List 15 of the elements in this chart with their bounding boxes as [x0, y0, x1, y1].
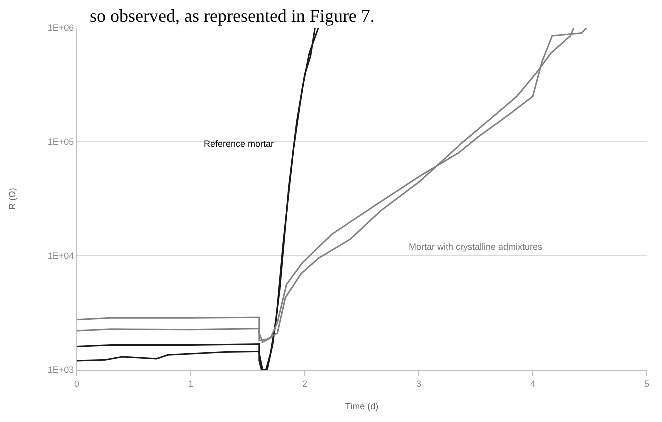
x-tick-label: 5 — [644, 378, 650, 389]
x-tick-label: 0 — [74, 378, 80, 389]
text: so observed, as represented in Figure 7. — [90, 6, 375, 26]
x-tick-label: 2 — [302, 378, 308, 389]
x-tick-label: 1 — [188, 378, 194, 389]
y-axis-title: R (Ω) — [7, 188, 18, 210]
x-axis-title: Time (d) — [345, 402, 379, 412]
x-tick-label: 3 — [416, 378, 422, 389]
annotation: Mortar with crystalline admixtures — [409, 242, 544, 252]
y-tick-label: 1E+04 — [48, 251, 74, 262]
y-tick-label: 1E+06 — [48, 23, 74, 34]
y-tick-label: 1E+05 — [48, 137, 74, 148]
x-tick-label: 4 — [530, 378, 536, 389]
annotation: Reference mortar — [204, 139, 274, 149]
y-tick-label: 1E+03 — [48, 365, 74, 376]
